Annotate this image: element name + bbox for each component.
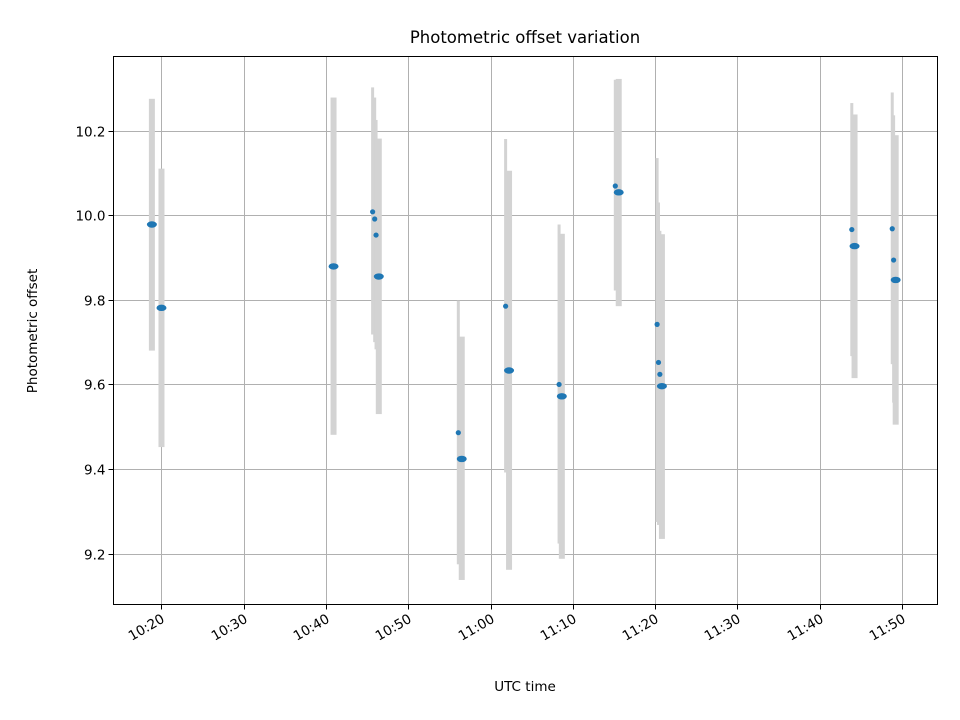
y-axis-label: Photometric offset bbox=[25, 269, 41, 393]
y-tick-label: 10.2 bbox=[75, 125, 105, 141]
x-tick-label: 10:40 bbox=[291, 611, 333, 644]
data-point bbox=[655, 359, 662, 366]
y-tick-label: 9.2 bbox=[84, 548, 105, 564]
y-tick-label: 9.6 bbox=[84, 378, 105, 394]
y-axis-ticks: 9.2 9.4 9.6 9.8 10.0 10.2 bbox=[75, 125, 114, 564]
data-point bbox=[156, 304, 167, 312]
data-point bbox=[503, 303, 509, 309]
data-point bbox=[370, 209, 376, 215]
data-point bbox=[612, 183, 618, 189]
x-tick-label: 10:20 bbox=[126, 611, 168, 644]
x-tick-label: 10:30 bbox=[209, 611, 251, 644]
plot-frame bbox=[113, 56, 938, 605]
data-point bbox=[456, 455, 467, 463]
y-tick-label: 9.8 bbox=[84, 294, 105, 310]
data-point bbox=[849, 226, 855, 233]
data-point bbox=[656, 382, 667, 390]
x-tick-label: 11:00 bbox=[456, 611, 498, 644]
data-point bbox=[613, 189, 624, 196]
data-point bbox=[373, 232, 379, 238]
y-tick-label: 10.0 bbox=[75, 209, 105, 225]
x-tick-label: 11:20 bbox=[620, 611, 662, 644]
x-axis-label: UTC time bbox=[494, 679, 556, 695]
data-point bbox=[328, 263, 339, 270]
data-point bbox=[556, 393, 567, 400]
data-points bbox=[146, 183, 901, 463]
chart-title: Photometric offset variation bbox=[410, 28, 640, 47]
data-point bbox=[890, 276, 901, 284]
x-tick-label: 11:50 bbox=[867, 611, 909, 644]
x-tick-label: 10:50 bbox=[373, 611, 415, 644]
data-point bbox=[657, 371, 663, 377]
data-point bbox=[556, 381, 562, 388]
x-tick-label: 11:30 bbox=[702, 611, 744, 644]
data-point bbox=[891, 257, 897, 263]
grid-lines bbox=[113, 56, 938, 605]
data-point bbox=[373, 273, 384, 280]
error-bars bbox=[148, 78, 899, 580]
data-point bbox=[504, 367, 515, 374]
data-point bbox=[372, 216, 378, 222]
x-tick-label: 11:40 bbox=[785, 611, 827, 644]
data-point bbox=[455, 430, 461, 436]
y-tick-label: 9.4 bbox=[84, 463, 105, 479]
data-point bbox=[654, 321, 660, 327]
data-point bbox=[849, 242, 860, 250]
x-axis-ticks: 10:20 10:30 10:40 10:50 11:00 11:10 11:20 11:30… bbox=[126, 604, 909, 644]
x-tick-label: 11:10 bbox=[538, 611, 580, 644]
data-point bbox=[889, 226, 895, 232]
data-point bbox=[146, 221, 157, 228]
